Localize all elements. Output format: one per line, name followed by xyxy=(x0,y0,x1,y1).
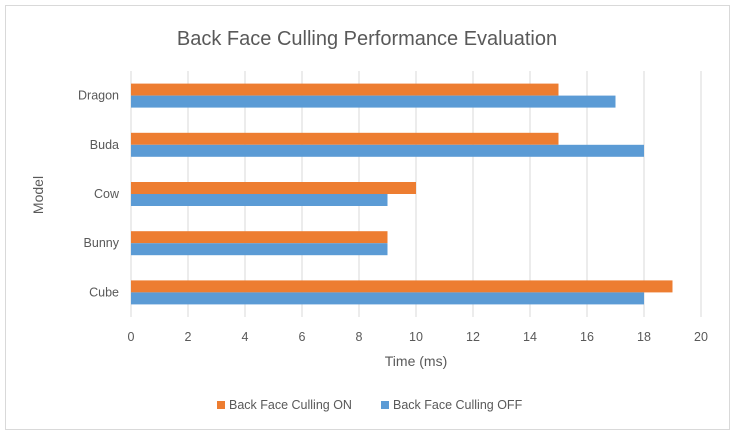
x-tick-label: 16 xyxy=(580,330,594,344)
x-tick-label: 14 xyxy=(523,330,537,344)
bar-dragon-off xyxy=(131,95,616,108)
x-tick-label: 4 xyxy=(242,330,249,344)
x-tick-label: 12 xyxy=(466,330,480,344)
x-tick-label: 10 xyxy=(409,330,423,344)
bar-dragon-on xyxy=(131,83,559,96)
y-axis-title: Model xyxy=(30,176,46,214)
category-label: Cow xyxy=(94,187,120,201)
bar-cube-on xyxy=(131,280,673,293)
category-label: Bunny xyxy=(84,236,120,250)
bar-cow-off xyxy=(131,194,388,206)
gridlines xyxy=(130,71,702,317)
x-tick-label: 20 xyxy=(694,330,708,344)
category-label: Buda xyxy=(90,138,119,152)
category-labels: Dragon Buda Cow Bunny Cube xyxy=(78,89,120,300)
legend-swatch xyxy=(217,401,225,409)
x-tick-labels: 0 2 4 6 8 10 12 14 16 18 20 xyxy=(128,330,708,344)
chart-frame xyxy=(5,5,730,430)
legend: Back Face Culling ON Back Face Culling OF… xyxy=(217,398,523,412)
x-tick-label: 18 xyxy=(637,330,651,344)
category-label: Dragon xyxy=(78,89,119,103)
bar-bunny-on xyxy=(131,231,388,244)
x-tick-label: 8 xyxy=(356,330,363,344)
chart-title: Back Face Culling Performance Evaluation xyxy=(177,28,557,50)
legend-label: Back Face Culling OFF xyxy=(393,398,523,412)
bar-bunny-off xyxy=(131,243,388,256)
legend-label: Back Face Culling ON xyxy=(229,398,352,412)
bars xyxy=(131,83,673,305)
bar-buda-on xyxy=(131,132,559,145)
x-tick-label: 6 xyxy=(299,330,306,344)
x-tick-label: 2 xyxy=(185,330,192,344)
x-tick-label: 0 xyxy=(128,330,135,344)
x-axis-title: Time (ms) xyxy=(385,353,447,369)
bar-buda-off xyxy=(131,144,644,157)
bar-cube-off xyxy=(131,292,644,305)
category-label: Cube xyxy=(89,285,119,299)
legend-swatch xyxy=(381,401,389,409)
bar-cow-on xyxy=(131,182,416,194)
